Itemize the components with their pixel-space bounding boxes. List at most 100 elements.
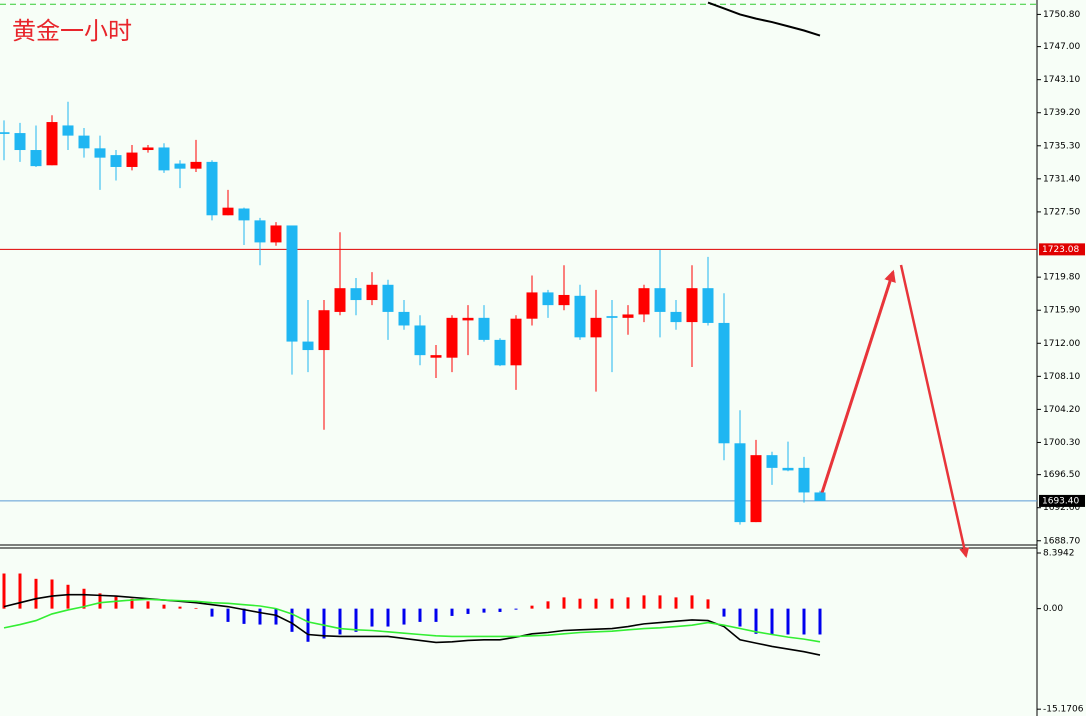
candle-body [638,288,650,315]
candle-body [62,125,74,136]
candle-body [270,225,282,243]
candle-body [686,288,698,323]
candle-body [670,311,682,323]
histogram-bar [242,608,246,624]
histogram-bar [338,608,342,635]
histogram-bar [514,608,518,610]
histogram-bar [578,598,582,609]
price-label-box [1039,494,1085,507]
histogram-bar [642,595,646,609]
histogram-bar [114,596,118,609]
candle-body [766,455,778,468]
histogram-bar [498,608,502,612]
y-tick-label: 1735.30 [1043,141,1080,151]
candle-body [254,220,266,243]
forecast-arrow [899,264,970,558]
histogram-bar [82,588,86,609]
histogram-bar [210,608,214,617]
histogram-bar [322,608,326,639]
forecast-arrow [819,269,896,497]
candle-body [174,163,186,169]
candle-body [222,207,234,216]
candle-body [30,150,42,167]
indicator-line [3,593,821,656]
candle-body [94,148,106,158]
candle-body [382,284,394,312]
candle-body [206,161,218,216]
histogram-bar [354,608,358,632]
histogram-bar [66,584,70,609]
histogram-bar [2,573,6,609]
histogram-bar [626,597,630,609]
candle-body [654,288,666,312]
candle-body [590,317,602,338]
histogram-bar [466,608,470,614]
y-tick-label: 1688.70 [1043,536,1080,546]
candle-body [302,341,314,351]
histogram-bar [690,595,694,609]
y-tick-label: -15.1706 [1043,705,1084,715]
histogram-bar [402,608,406,625]
candle-body [478,317,490,340]
histogram-bar [178,606,182,609]
candle-body [46,122,58,166]
candle-body [334,288,346,312]
histogram-bar [18,573,22,609]
histogram-bar [482,608,486,613]
price-label: 1723.08 [1042,245,1079,255]
histogram-bar [290,608,294,632]
candle-body [574,295,586,338]
candle-body [750,455,762,523]
candle-body [814,492,826,501]
histogram-bar [98,593,102,609]
price-label-box [1039,243,1085,256]
histogram-bar [130,598,134,609]
y-tick-label: 8.3942 [1043,549,1075,559]
y-tick-label: 1727.50 [1043,207,1080,217]
ma-line [707,1,821,37]
indicator-line [3,598,821,643]
candle-body [0,132,10,134]
y-tick-label: 1715.90 [1043,306,1080,316]
candle-body [366,284,378,301]
y-tick-label: 1712.00 [1043,339,1080,349]
y-tick-label: 1696.50 [1043,470,1080,480]
histogram-bar [738,608,742,627]
y-tick-label: 1692.60 [1043,503,1080,513]
y-tick-label: 1747.00 [1043,42,1080,52]
candle-body [286,225,298,342]
histogram-bar [146,601,150,609]
candle-body [446,317,458,358]
y-tick-label: 1750.80 [1043,10,1080,20]
y-tick-label: 1700.30 [1043,438,1080,448]
histogram-bar [162,604,166,609]
histogram-bar [658,595,662,609]
histogram-bar [818,608,822,635]
histogram-bar [258,608,262,625]
histogram-bar [50,579,54,609]
histogram-bar [546,601,550,609]
candle-body [622,314,634,318]
candle-body [398,311,410,326]
y-tick-label: 1731.40 [1043,174,1080,184]
histogram-bar [754,608,758,634]
histogram-bar [674,597,678,609]
candle-body [14,133,26,151]
candle-body [414,325,426,356]
histogram-bar [610,598,614,609]
histogram-bar [386,608,390,627]
candle-body [142,147,154,151]
histogram-bar [562,597,566,609]
chart-title: 黄金一小时 [12,17,132,45]
candle-body [430,355,442,358]
histogram-bar [786,608,790,635]
histogram-bar [226,608,230,622]
histogram-bar [370,608,374,627]
candle-body [558,294,570,306]
histogram-bar [274,608,278,625]
histogram-bar [34,578,38,609]
histogram-bar [418,608,422,622]
histogram-bar [194,607,198,609]
